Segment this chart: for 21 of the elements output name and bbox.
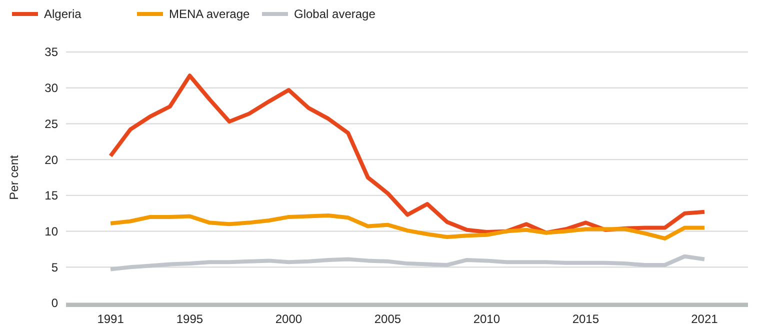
x-tick-label: 2015 xyxy=(572,312,600,326)
legend-label: MENA average xyxy=(169,7,250,22)
y-tick-label: 0 xyxy=(51,296,58,310)
x-tick-label: 1991 xyxy=(97,312,124,326)
x-tick-label: 1995 xyxy=(176,312,204,326)
x-tick-label: 2010 xyxy=(473,312,500,326)
x-tick-label: 2000 xyxy=(275,312,302,326)
y-axis-title: Per cent xyxy=(7,154,21,200)
y-tick-label: 20 xyxy=(44,152,58,167)
y-tick-label: 35 xyxy=(44,45,58,60)
y-tick-label: 15 xyxy=(44,188,58,203)
x-tick-label: 2005 xyxy=(374,312,402,326)
y-tick-label: 25 xyxy=(44,116,58,131)
legend-label: Global average xyxy=(294,7,376,22)
y-tick-label: 30 xyxy=(44,81,58,96)
x-tick-label: 2021 xyxy=(691,312,718,326)
legend-label: Algeria xyxy=(44,7,82,22)
y-tick-label: 5 xyxy=(51,260,58,274)
line-series xyxy=(108,214,706,240)
line-series xyxy=(108,254,706,272)
y-tick-label: 10 xyxy=(44,224,58,238)
